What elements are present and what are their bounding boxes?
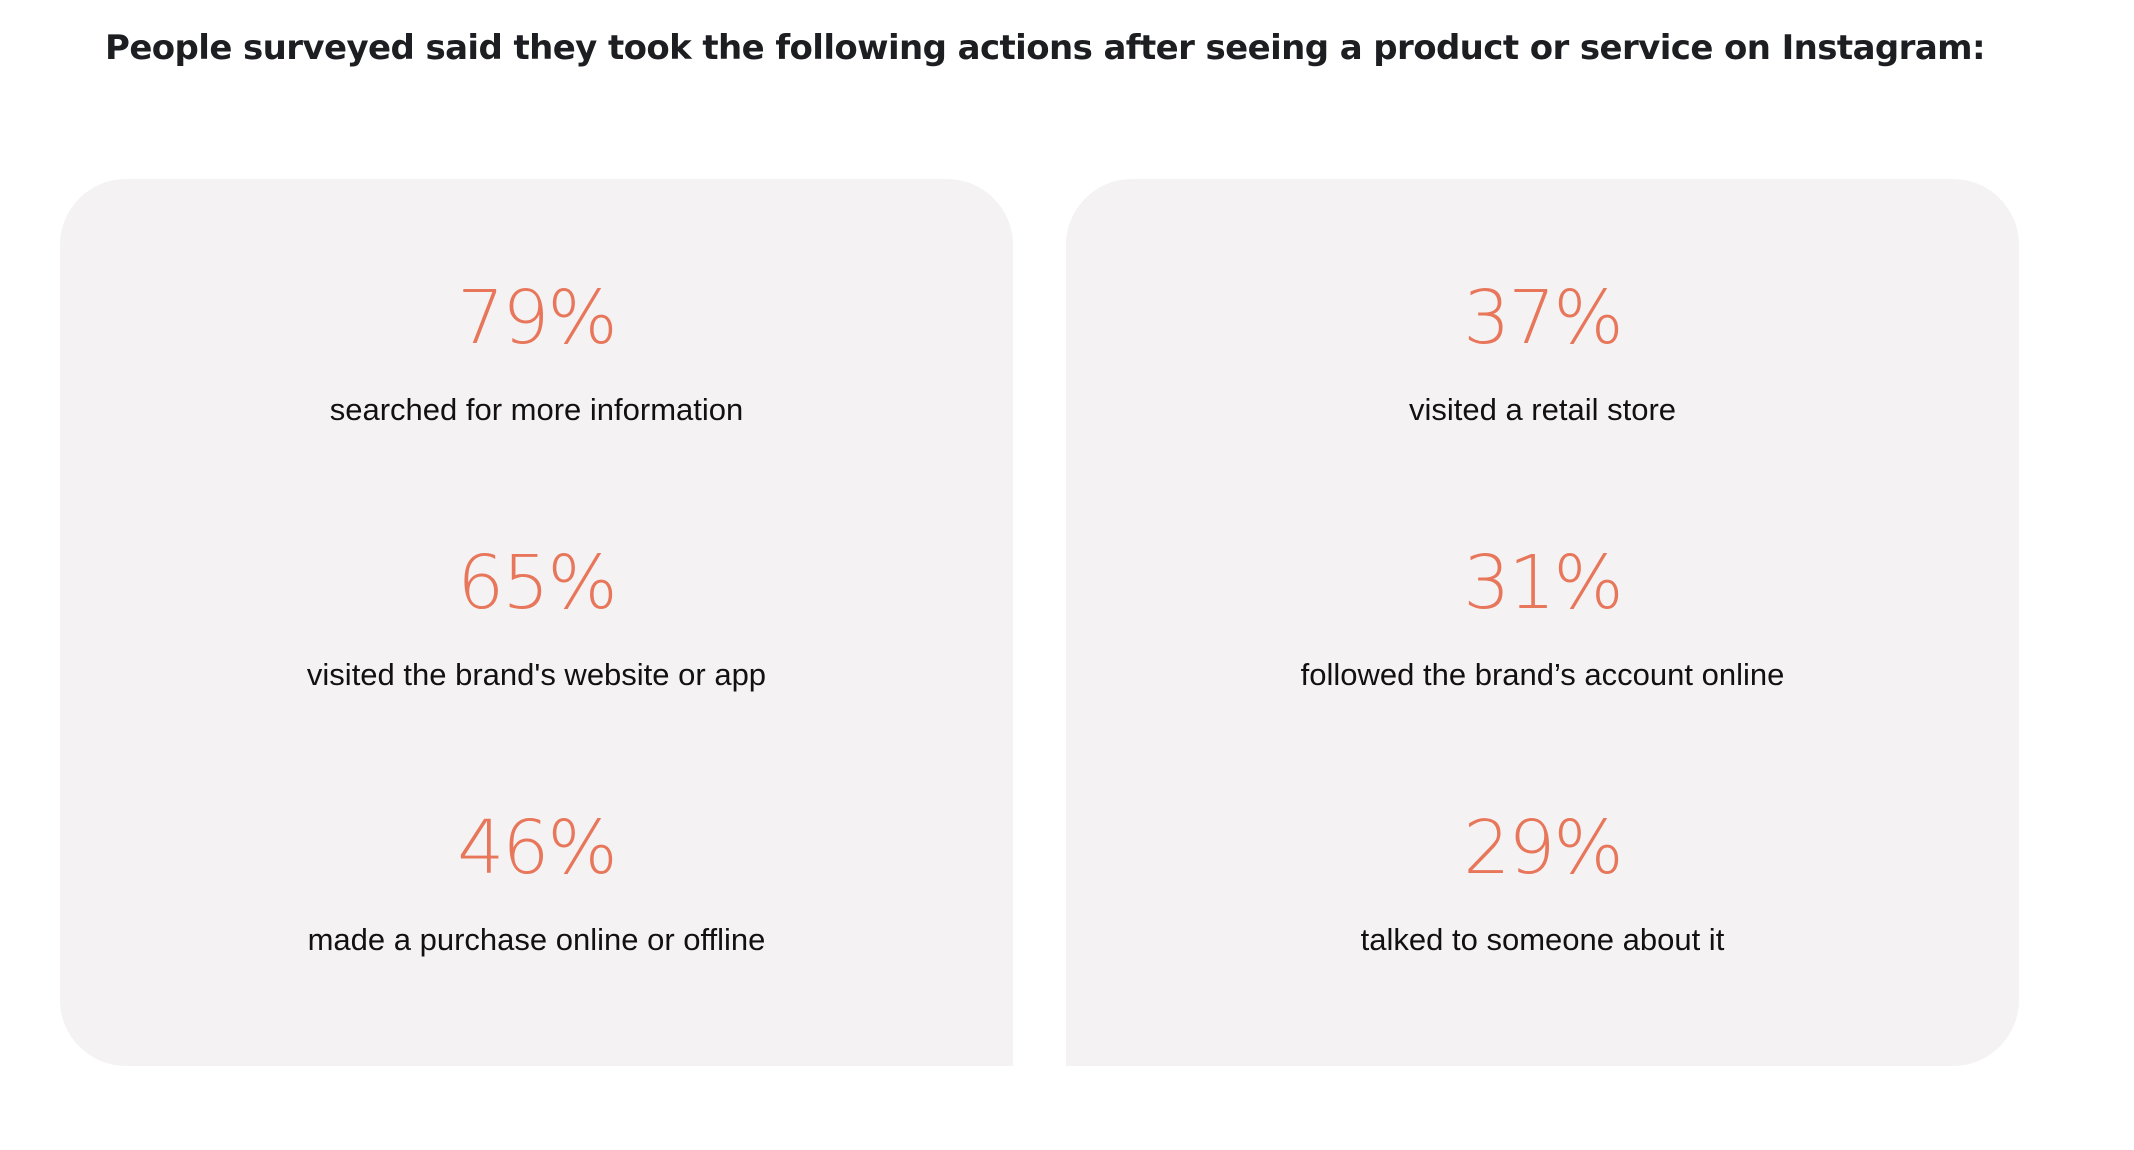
stat-label: visited the brand's website or app xyxy=(306,657,767,692)
stat-label: visited a retail store xyxy=(1408,392,1677,427)
stat-item: 37% visited a retail store xyxy=(1066,273,2019,429)
stat-percentage: 65% xyxy=(457,540,617,626)
stat-item: 79% searched for more information xyxy=(60,273,1013,429)
stat-percentage: 37% xyxy=(1463,275,1623,361)
stats-card-right: 37% visited a retail store 31% followed … xyxy=(1066,179,2019,1066)
stat-label: searched for more information xyxy=(329,392,744,427)
stat-percentage: 29% xyxy=(1463,805,1623,891)
stat-label: followed the brand’s account online xyxy=(1300,657,1785,692)
stat-label: talked to someone about it xyxy=(1360,922,1725,957)
stat-percentage: 79% xyxy=(457,275,617,361)
stat-item: 29% talked to someone about it xyxy=(1066,803,2019,959)
stat-item: 31% followed the brand’s account online xyxy=(1066,538,2019,694)
page-title: People surveyed said they took the follo… xyxy=(105,28,1986,68)
stat-item: 46% made a purchase online or offline xyxy=(60,803,1013,959)
stat-percentage: 31% xyxy=(1463,540,1623,626)
stats-card-left: 79% searched for more information 65% vi… xyxy=(60,179,1013,1066)
stat-percentage: 46% xyxy=(457,805,617,891)
stat-label: made a purchase online or offline xyxy=(307,922,766,957)
stat-item: 65% visited the brand's website or app xyxy=(60,538,1013,694)
